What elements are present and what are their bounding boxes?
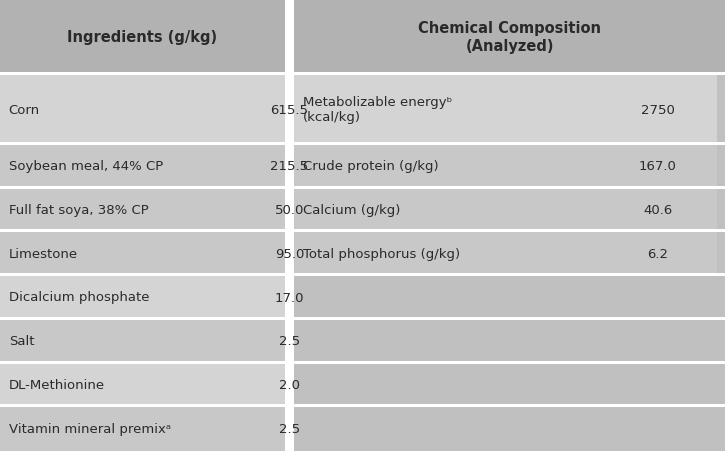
Text: Soybean meal, 44% CP: Soybean meal, 44% CP: [9, 161, 163, 173]
Text: 615.5: 615.5: [270, 103, 309, 116]
Text: Metabolizable energyᵇ
(kcal/kg): Metabolizable energyᵇ (kcal/kg): [303, 96, 452, 124]
Text: Calcium (g/kg): Calcium (g/kg): [303, 204, 400, 217]
Bar: [294, 276, 583, 320]
Text: Salt: Salt: [9, 335, 34, 348]
Bar: [294, 320, 583, 364]
Bar: [0, 232, 285, 276]
Bar: [285, 407, 294, 451]
Bar: [294, 145, 583, 189]
Text: 95.0: 95.0: [275, 248, 304, 261]
Text: Corn: Corn: [9, 103, 40, 116]
Bar: [294, 407, 725, 451]
Bar: [285, 364, 294, 407]
Bar: [0, 186, 725, 189]
Bar: [285, 320, 294, 364]
Text: 50.0: 50.0: [275, 204, 304, 217]
Text: 2750: 2750: [641, 103, 675, 116]
Text: Vitamin mineral premixᵃ: Vitamin mineral premixᵃ: [9, 423, 171, 436]
Bar: [0, 404, 725, 407]
Bar: [294, 407, 583, 451]
Text: 40.6: 40.6: [643, 204, 673, 217]
Bar: [0, 230, 725, 232]
Bar: [0, 273, 725, 276]
Text: 17.0: 17.0: [275, 291, 304, 304]
Text: 6.2: 6.2: [647, 248, 668, 261]
Bar: [285, 75, 294, 145]
Bar: [285, 0, 294, 75]
Text: Chemical Composition
(Analyzed): Chemical Composition (Analyzed): [418, 21, 601, 54]
Bar: [294, 364, 725, 407]
Text: Dicalcium phosphate: Dicalcium phosphate: [9, 291, 149, 304]
Bar: [583, 145, 717, 189]
Bar: [285, 145, 294, 189]
Text: Limestone: Limestone: [9, 248, 78, 261]
Bar: [0, 75, 285, 145]
Bar: [294, 189, 583, 232]
Text: 2.5: 2.5: [279, 423, 300, 436]
Bar: [0, 145, 285, 189]
Text: Ingredients (g/kg): Ingredients (g/kg): [67, 30, 218, 45]
Bar: [583, 75, 717, 145]
Text: 215.5: 215.5: [270, 161, 309, 173]
Text: Full fat soya, 38% CP: Full fat soya, 38% CP: [9, 204, 149, 217]
Bar: [294, 75, 583, 145]
Text: 2.5: 2.5: [279, 335, 300, 348]
Bar: [583, 232, 717, 276]
Bar: [285, 232, 294, 276]
Bar: [294, 364, 583, 407]
Bar: [0, 364, 285, 407]
Bar: [294, 145, 583, 189]
Bar: [0, 142, 725, 145]
Bar: [0, 360, 725, 364]
Bar: [285, 189, 294, 232]
Bar: [0, 407, 285, 451]
Bar: [294, 232, 583, 276]
Bar: [294, 276, 725, 320]
Text: 167.0: 167.0: [639, 161, 677, 173]
Bar: [583, 189, 717, 232]
Bar: [0, 0, 725, 75]
Text: Total phosphorus (g/kg): Total phosphorus (g/kg): [303, 248, 460, 261]
Bar: [0, 276, 285, 320]
Bar: [0, 189, 285, 232]
Bar: [294, 75, 583, 145]
Text: Crude protein (g/kg): Crude protein (g/kg): [303, 161, 439, 173]
Bar: [294, 320, 725, 364]
Bar: [285, 276, 294, 320]
Bar: [294, 189, 583, 232]
Text: 2.0: 2.0: [279, 379, 300, 392]
Text: DL-Methionine: DL-Methionine: [9, 379, 105, 392]
Bar: [294, 232, 583, 276]
Bar: [0, 72, 725, 75]
Bar: [0, 320, 285, 364]
Bar: [0, 317, 725, 320]
